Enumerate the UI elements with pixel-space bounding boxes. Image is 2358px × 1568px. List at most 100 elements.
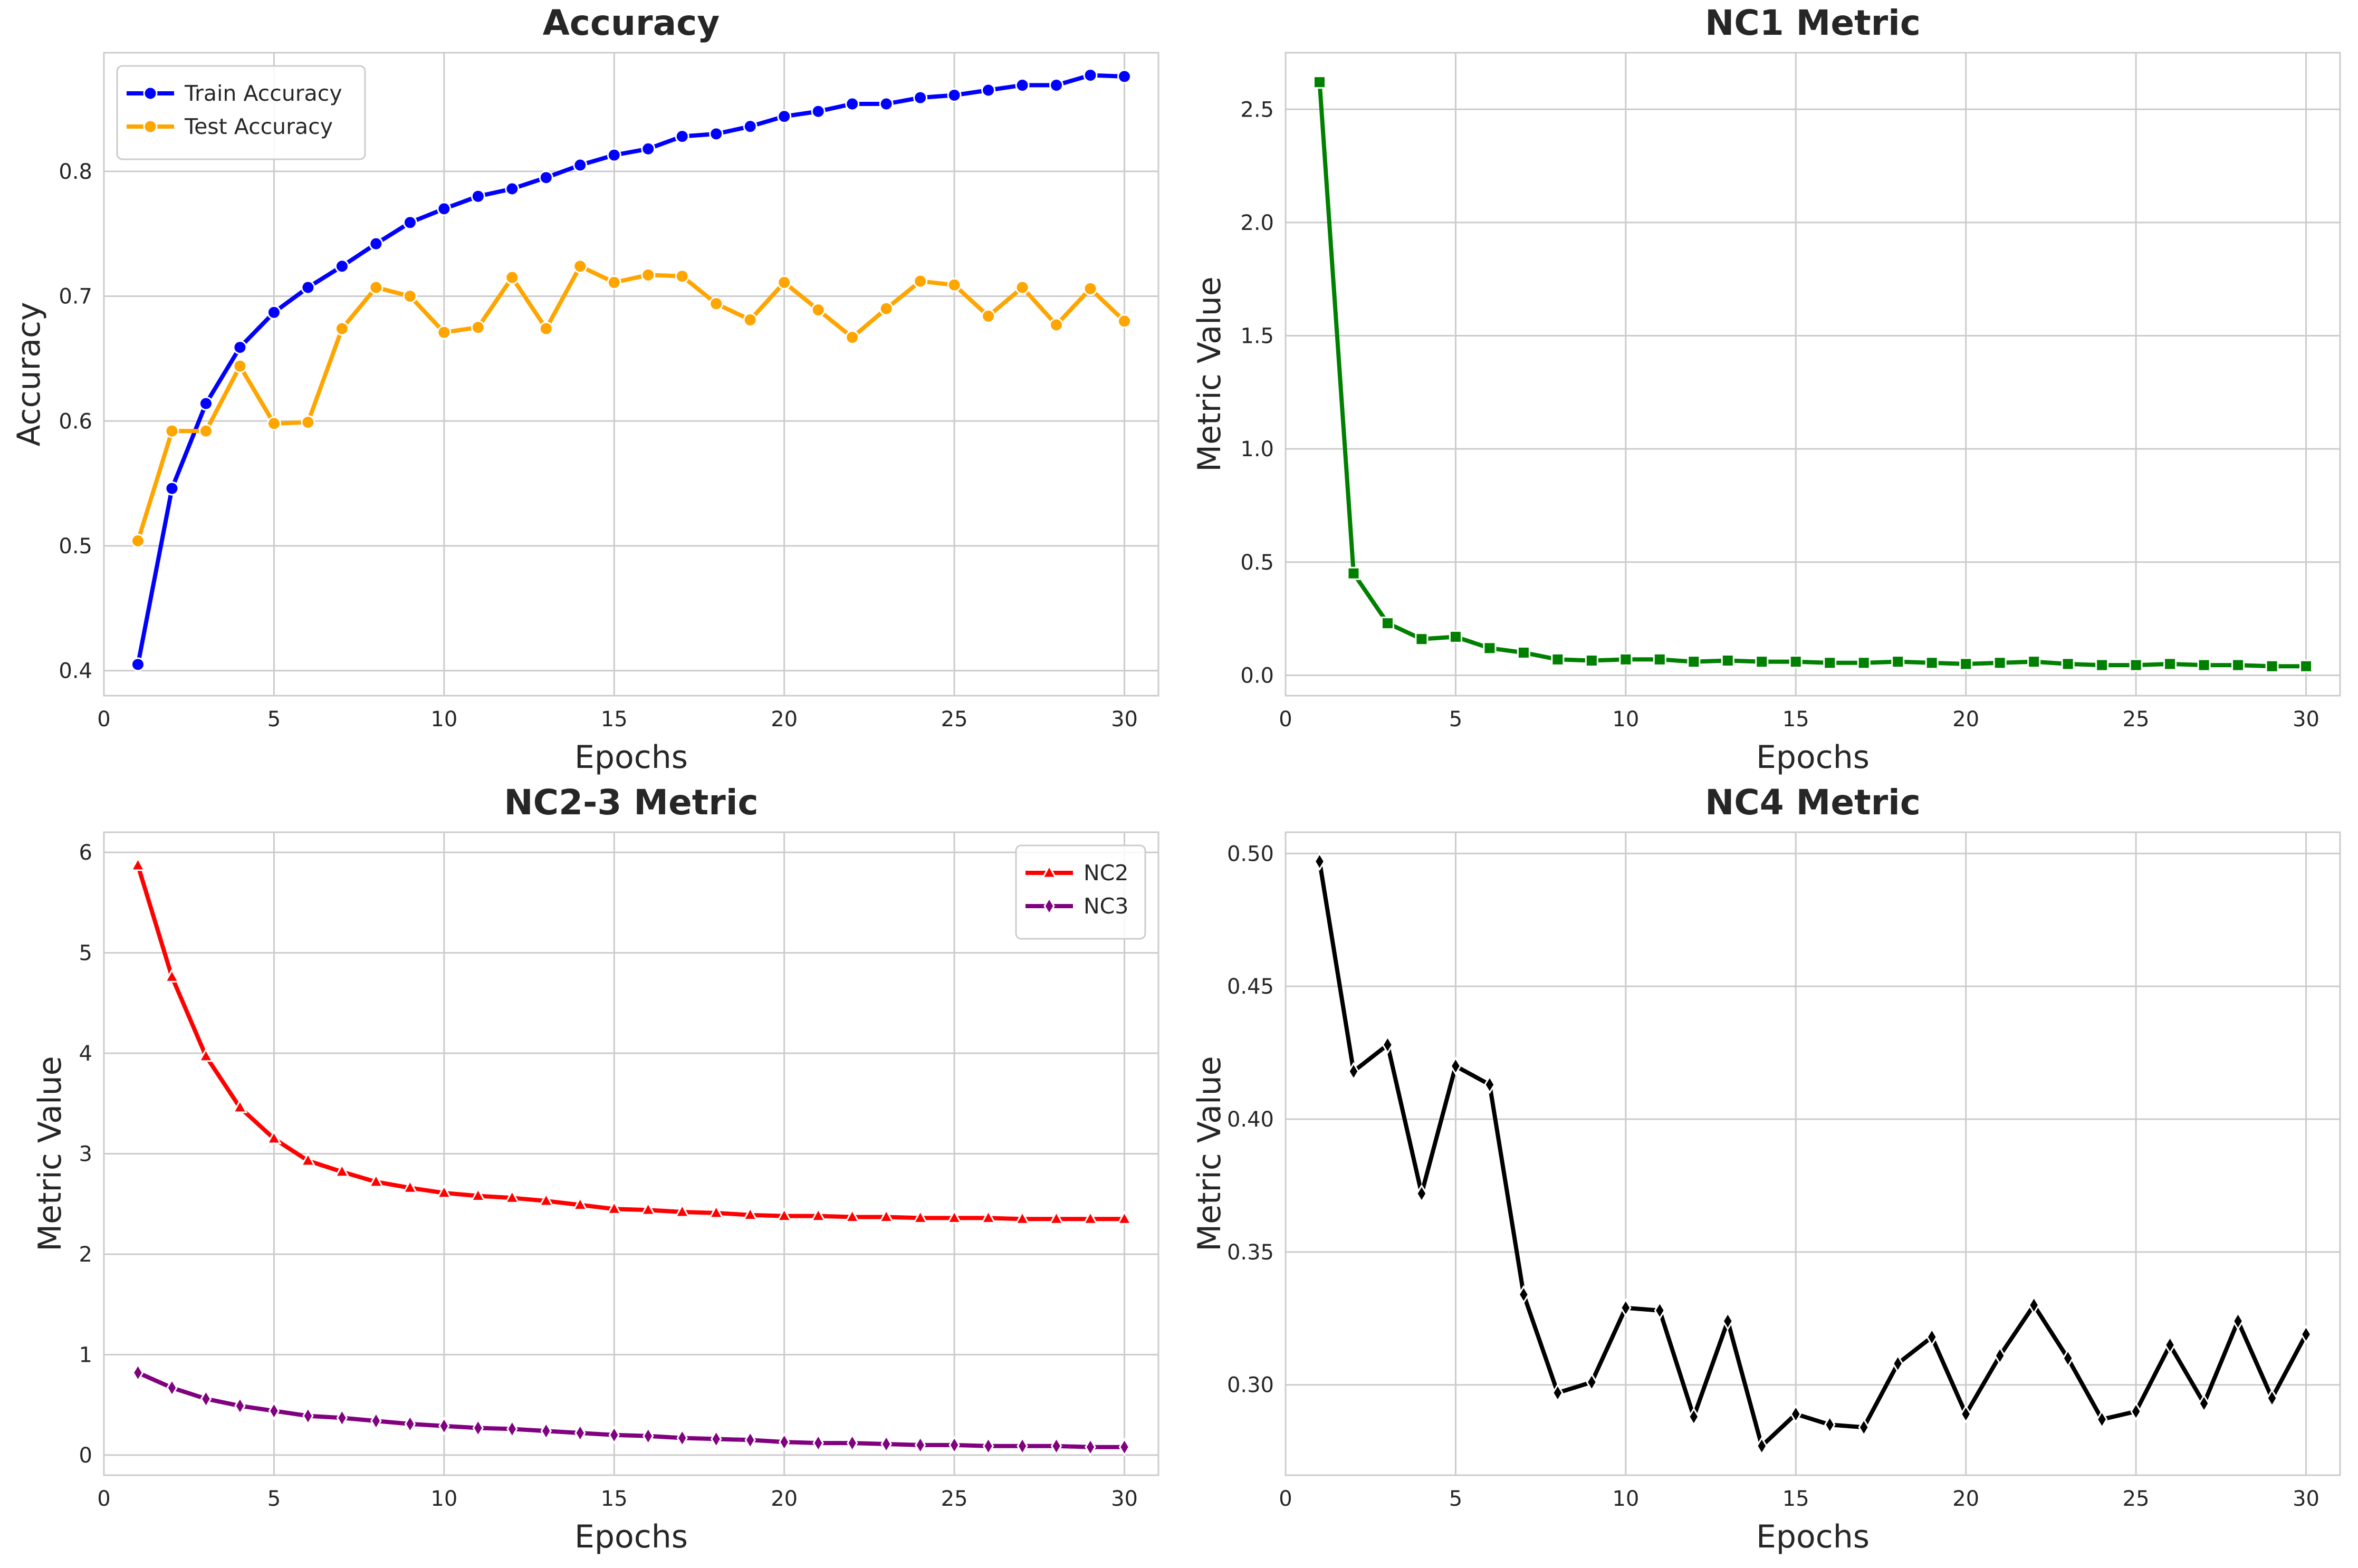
data-point [709, 127, 724, 141]
series-2 [132, 1363, 1130, 1457]
data-point [1449, 630, 1462, 643]
data-point [880, 1435, 892, 1454]
data-point [504, 1189, 520, 1204]
series-1 [1314, 852, 2312, 1456]
x-tick-label: 10 [1612, 1487, 1639, 1511]
plot-frame [103, 52, 1159, 697]
data-point [1585, 653, 1598, 667]
legend-box [1015, 844, 1146, 940]
x-tick-label: 10 [1612, 707, 1639, 732]
x-tick-label: 25 [2123, 1487, 2150, 1511]
data-point [913, 274, 928, 288]
data-point [1450, 1056, 1462, 1076]
data-point [913, 90, 928, 105]
data-point [1015, 78, 1030, 93]
series-1 [130, 68, 1132, 672]
data-point [1312, 75, 1326, 89]
data-point [1118, 1437, 1130, 1457]
data-point [879, 97, 894, 111]
data-point [676, 1428, 688, 1448]
legend: Train Accuracy Test Accuracy [116, 65, 366, 160]
data-point [436, 1184, 452, 1199]
x-axis-label: Epochs [1756, 739, 1870, 776]
data-point [1823, 656, 1837, 670]
data-point [538, 1192, 554, 1207]
data-point [846, 1434, 858, 1452]
data-point [709, 296, 724, 311]
data-point [1049, 1210, 1065, 1225]
data-point [946, 1209, 962, 1224]
data-point [1083, 281, 1098, 296]
y-tick-label: 0.40 [1227, 1108, 1274, 1132]
plot-frame [1285, 52, 2341, 697]
data-point [505, 181, 520, 196]
data-point [573, 158, 588, 172]
data-point [1518, 1285, 1530, 1304]
data-point [574, 1423, 586, 1442]
chart-title: NC2-3 Metric [504, 782, 758, 823]
data-point [1116, 1210, 1133, 1225]
data-point [1789, 655, 1803, 669]
data-point [369, 280, 384, 295]
data-point [607, 148, 621, 162]
data-point [2095, 658, 2109, 672]
data-point [334, 321, 349, 336]
data-point [913, 1209, 928, 1224]
data-point [233, 340, 247, 355]
data-point [2300, 1325, 2312, 1344]
data-point [2061, 657, 2075, 671]
legend-marker [1043, 897, 1055, 916]
y-tick-label: 0.6 [59, 409, 92, 434]
data-point [1117, 314, 1132, 329]
y-tick-label: 0.30 [1227, 1373, 1274, 1398]
legend-marker [143, 86, 158, 101]
data-point [334, 1163, 350, 1178]
x-tick-label: 30 [1111, 1487, 1138, 1511]
x-tick-label: 15 [601, 707, 628, 732]
data-point [2163, 657, 2177, 671]
data-point [1049, 78, 1064, 93]
data-point [1415, 632, 1429, 646]
series-1 [130, 857, 1133, 1225]
data-point [130, 533, 145, 548]
data-point [675, 269, 689, 284]
y-axis-label: Metric Value [32, 1056, 69, 1251]
data-point [1688, 1407, 1700, 1427]
data-point [1959, 657, 1973, 671]
data-point [845, 330, 860, 345]
data-point [1620, 1298, 1632, 1317]
data-point [1483, 641, 1497, 655]
data-point [1891, 655, 1905, 669]
legend-marker [143, 119, 158, 134]
data-point [1892, 1354, 1904, 1373]
data-point [1755, 655, 1769, 669]
data-point [879, 301, 894, 316]
data-point [402, 215, 417, 230]
data-point [1790, 1405, 1802, 1424]
plot-area [1286, 53, 2340, 696]
data-point [1083, 68, 1098, 83]
x-tick-label: 20 [771, 1487, 798, 1511]
data-point [811, 303, 826, 318]
data-point [437, 201, 452, 216]
legend-box [116, 65, 366, 160]
x-tick-label: 25 [941, 1487, 968, 1511]
data-point [810, 1207, 826, 1222]
data-point [2062, 1349, 2074, 1368]
y-axis-label: Accuracy [11, 302, 47, 447]
y-tick-label: 6 [79, 841, 92, 865]
y-tick-label: 1 [79, 1343, 92, 1367]
plot-frame [1285, 831, 2341, 1476]
data-point [1348, 1062, 1359, 1081]
y-tick-label: 4 [79, 1042, 92, 1066]
x-tick-label: 5 [267, 1487, 281, 1511]
data-point [640, 1201, 656, 1216]
chart-title: NC4 Metric [1705, 782, 1921, 823]
data-point [1586, 1372, 1598, 1392]
data-point [200, 1389, 212, 1409]
data-point [266, 1130, 282, 1144]
x-tick-label: 30 [1111, 707, 1138, 732]
data-point [334, 259, 349, 274]
y-tick-label: 1.5 [1240, 324, 1274, 349]
y-tick-label: 0.4 [59, 659, 92, 684]
